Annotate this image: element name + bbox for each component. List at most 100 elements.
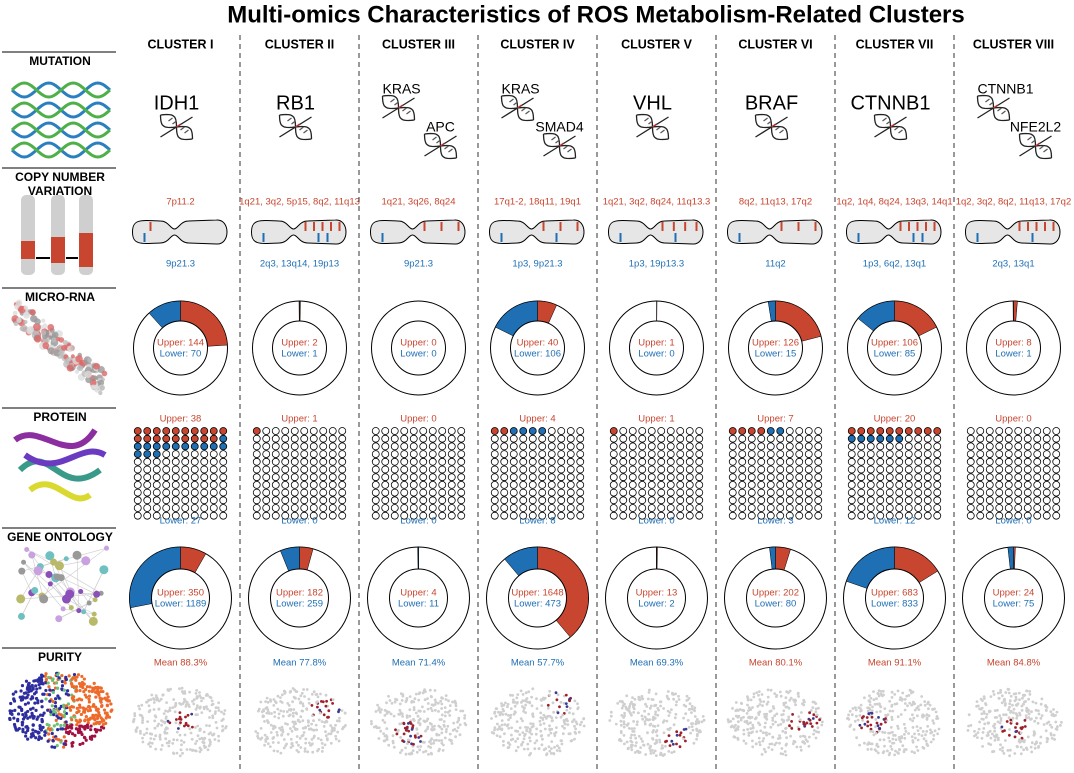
purity-icon-point [96, 714, 100, 718]
purity-point [625, 694, 629, 698]
purity-point [771, 735, 775, 739]
purity-point [519, 689, 523, 693]
purity-icon-point [74, 685, 79, 689]
protein-dot-empty [252, 511, 261, 520]
helix-strand [10, 141, 111, 159]
purity-point [280, 693, 284, 697]
dna-rung [985, 98, 990, 103]
protein-dot-empty [557, 480, 566, 489]
purity-point [437, 739, 441, 742]
purity-point [294, 728, 297, 731]
purity-point [381, 718, 385, 722]
purity-point [195, 697, 199, 700]
purity-point [1044, 709, 1048, 712]
protein-dot-empty [695, 488, 704, 497]
purity-point [1006, 749, 1010, 752]
protein-dot-empty [328, 427, 337, 435]
purity-point [651, 724, 655, 728]
purity-point [190, 737, 194, 741]
purity-point [437, 710, 440, 713]
purity-point [385, 710, 389, 713]
purity-point [1005, 720, 1009, 723]
network-node [68, 605, 74, 611]
purity-point [674, 703, 678, 707]
protein-dot-empty [252, 442, 261, 451]
purity-icon-point [68, 708, 73, 712]
purity-point [809, 722, 813, 725]
dna-rung [509, 98, 514, 103]
purity-point [160, 723, 164, 727]
purity-point [874, 749, 878, 753]
purity-point [851, 707, 855, 710]
purity-point [655, 734, 659, 737]
purity-point [791, 742, 795, 746]
protein-dot-empty [528, 434, 537, 443]
protein-dot-empty [628, 427, 637, 435]
dna-rung [886, 120, 891, 125]
protein-dot-empty [657, 488, 666, 497]
network-edge [20, 570, 39, 600]
network-node [76, 608, 82, 614]
purity-point [434, 708, 437, 712]
protein-dot-empty [319, 511, 328, 520]
purity-point [991, 750, 994, 754]
purity-point [433, 703, 437, 706]
purity-point [863, 741, 866, 745]
purity-point [931, 719, 935, 723]
purity-point [903, 748, 906, 751]
purity-point [896, 727, 900, 730]
purity-point [184, 723, 188, 726]
purity-point [866, 724, 870, 728]
protein-dot-empty [209, 450, 218, 459]
protein-dot-empty [995, 473, 1004, 482]
network-node [33, 566, 43, 576]
purity-point [301, 704, 305, 708]
protein-dot-empty [914, 488, 923, 497]
protein-dot-empty [557, 511, 566, 520]
purity-icon-point [64, 677, 68, 682]
protein-dot-empty [995, 450, 1004, 459]
protein-dot-empty [219, 473, 228, 482]
purity-point [868, 694, 871, 698]
purity-point [646, 731, 649, 735]
protein-dot-empty [1033, 511, 1042, 520]
purity-point [171, 742, 175, 745]
protein-dot-empty [557, 473, 566, 482]
protein-dot-upper [885, 427, 894, 435]
purity-point [658, 700, 662, 704]
protein-dot-empty [728, 473, 737, 482]
purity-point [731, 707, 734, 710]
purity-point [903, 708, 907, 712]
purity-point [424, 729, 428, 733]
protein-dot-empty [666, 450, 675, 459]
protein-dot-empty [152, 480, 161, 489]
protein-dot-empty [766, 457, 775, 466]
purity-point [385, 712, 389, 715]
protein-dot-empty [190, 511, 199, 520]
purity-icon-point [82, 677, 86, 681]
purity-point [145, 727, 149, 731]
purity-point [866, 720, 870, 724]
network-node [16, 594, 26, 604]
cnv-gain-label: 1q21, 3q2, 5p15, 8q2, 11q13 [239, 197, 360, 208]
purity-point [878, 702, 881, 706]
purity-point [976, 736, 979, 739]
dna-rung [398, 104, 403, 109]
purity-icon-point [62, 742, 66, 746]
purity-point [874, 725, 877, 729]
purity-point [304, 741, 308, 745]
purity-point [678, 733, 682, 737]
purity-point [995, 716, 998, 719]
purity-point [678, 745, 682, 749]
purity-point [158, 737, 162, 741]
purity-point [1050, 736, 1054, 740]
purity-point [660, 744, 664, 747]
donut-inner [510, 320, 565, 376]
protein-dot-empty [262, 473, 271, 482]
purity-point [926, 724, 930, 728]
purity-icon-point [27, 690, 31, 694]
purity-point [290, 741, 294, 745]
protein-dot-empty [695, 480, 704, 489]
purity-point [187, 703, 191, 706]
purity-point [423, 698, 427, 702]
